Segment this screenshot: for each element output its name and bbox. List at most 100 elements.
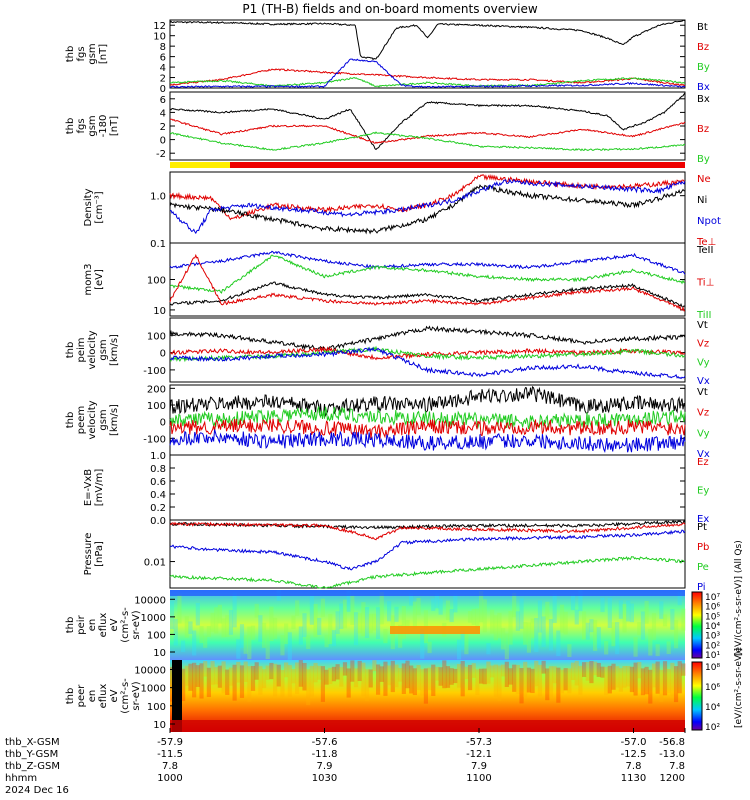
y-axis-label: -180 [98, 115, 109, 138]
spectrogram-cell [214, 607, 219, 634]
spectrogram-cell [331, 666, 337, 682]
spectrogram-cell [376, 664, 381, 695]
y-axis-label: [cm⁻³] [94, 191, 105, 223]
spectrogram-cell [526, 622, 531, 653]
y-tick-label: 10 [153, 720, 166, 731]
spectrogram-cell [673, 666, 679, 703]
spectrogram-cell [331, 630, 337, 647]
legend-entry: Bx [697, 94, 710, 105]
spectrogram-cell [545, 601, 550, 620]
spectrogram-cell [677, 592, 682, 606]
x-row-label: hhmm [5, 773, 37, 784]
y-tick-label: 0.8 [150, 464, 166, 475]
spectrogram-cell [570, 594, 576, 611]
spectrogram-cell [434, 593, 440, 609]
spectrogram-cell [431, 598, 436, 611]
spectrogram-cell [530, 668, 535, 694]
x-row-label: thb_Y-GSM [5, 749, 58, 760]
spectrogram-cell [361, 662, 366, 697]
spectrogram-cell [217, 604, 222, 624]
spectrogram-cell [298, 626, 303, 645]
spectrogram-cell [552, 594, 557, 623]
legend-entry: Ex [697, 514, 709, 525]
spectrogram-cell [181, 640, 186, 653]
y-tick-label: 10 [153, 306, 166, 317]
spectrogram-cell [339, 603, 344, 629]
y-axis-label: thb [65, 688, 76, 705]
spectrogram-cell [295, 600, 300, 616]
y-axis-label: fgs [76, 118, 87, 133]
spectrogram-cell [269, 662, 274, 680]
spectrogram-cell [493, 615, 498, 641]
spectrogram-cell [192, 662, 197, 698]
colorbar-tick-label: 10² [705, 641, 720, 651]
legend-entry: Vz [697, 408, 709, 419]
series-line-black [169, 325, 686, 352]
spectrogram-cell [523, 661, 528, 698]
y-tick-label: 2 [160, 74, 166, 85]
series-line-black [169, 19, 686, 61]
spectrogram-cell [497, 612, 502, 639]
y-axis-label: eV [109, 689, 120, 702]
y-tick-label: 100 [147, 401, 166, 412]
colorbar-label: [eV/(cm²-s-sr-eV)] (All Qs) [734, 540, 744, 656]
spectrogram-cell [291, 615, 296, 630]
panel-temperature: 10 100 mom3 [eV] TeII Ti⊥ TiII [83, 242, 714, 321]
spectrogram-cell [416, 665, 421, 691]
low-energy-band [170, 720, 685, 732]
series-line-black [169, 92, 686, 151]
y-tick-label: 100 [147, 702, 166, 713]
colorbar-tick-label: 10⁶ [705, 603, 720, 613]
spectrogram-cell [640, 611, 646, 640]
y-axis-label: velocity [87, 330, 98, 369]
spectrogram-cell [677, 661, 682, 694]
chart-title: P1 (TH-B) fields and on-board moments ov… [242, 2, 538, 16]
series-line-black [169, 281, 686, 308]
spectrogram-cell [401, 663, 406, 694]
legend-entry: Bt [697, 22, 708, 33]
spectrogram-cell [582, 662, 587, 677]
spectrogram-cell [559, 669, 565, 694]
spectrogram-cell [284, 623, 289, 644]
spectrogram-cell [247, 666, 252, 702]
spectrogram-cell [217, 665, 222, 688]
spectrogram-cell [515, 611, 520, 631]
y-tick-label: 4 [160, 108, 166, 119]
legend-entry: Ne [697, 174, 711, 185]
spectrogram-cell [390, 660, 395, 693]
x-tick-label: -57.9 [157, 737, 183, 748]
series-line-blue [169, 178, 686, 235]
spectrogram-cell [195, 665, 200, 687]
colorbar-tick-label: 10⁸ [705, 663, 720, 673]
spectrogram-cell [243, 635, 248, 654]
y-axis-label: gsm [87, 115, 98, 136]
spectrogram-cell [427, 641, 432, 654]
spectrogram-cell [394, 664, 399, 688]
colorbar-tick-label: 10⁴ [705, 703, 720, 713]
panel-frame [169, 171, 686, 244]
x-tick-label: 1200 [660, 773, 685, 784]
spectrogram-cell [342, 662, 348, 676]
spectrogram-cell [206, 667, 211, 698]
x-tick-label: 7.8 [669, 761, 685, 772]
y-axis-label: [nT] [109, 116, 120, 136]
spectrogram-cell [350, 660, 355, 682]
y-tick-label: 100 [147, 630, 166, 641]
x-tick-label: -11.8 [312, 749, 338, 760]
spectrogram-cell [273, 663, 278, 697]
spectrogram-cell [633, 637, 638, 657]
spectrogram-cell [670, 608, 675, 630]
spectrogram-cell [239, 624, 245, 648]
spectrogram-cell [398, 624, 403, 648]
spectrogram-cell [423, 668, 428, 704]
spectrogram-cell [475, 669, 480, 696]
spectrogram-cell [541, 660, 546, 674]
spectrogram-cell [412, 601, 417, 629]
y-axis-label: [nT] [98, 44, 109, 64]
spectrogram-cell [497, 665, 502, 701]
spectrogram-cell [265, 629, 270, 660]
spectrogram-cell [629, 666, 634, 693]
panel-peem_velocity: -100 0 100 200 thb peem velocity gsm [km/s] Vt Vz V… [65, 384, 710, 460]
